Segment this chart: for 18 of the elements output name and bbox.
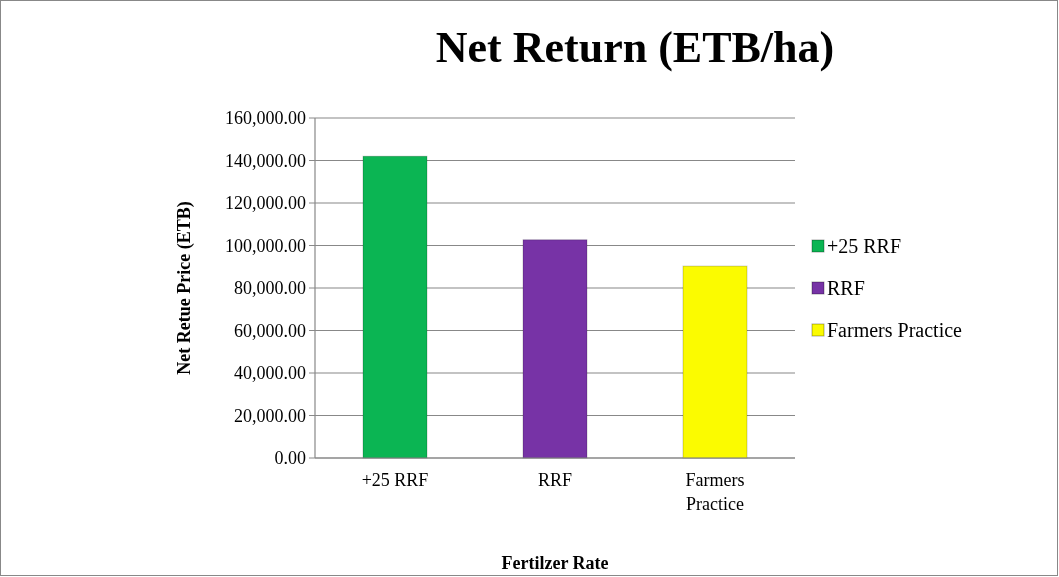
chart-title: Net Return (ETB/ha) [435, 23, 835, 72]
x-axis-title: Fertilzer Rate [501, 553, 609, 573]
legend-label: +25 RRF [827, 235, 902, 257]
legend-label: Farmers Practice [827, 319, 963, 341]
y-tick-label: 40,000.00 [234, 363, 306, 384]
y-tick-label: 20,000.00 [234, 405, 306, 426]
x-tick-label: Farmers Practice [685, 470, 745, 514]
y-tick-label: 140,000.00 [225, 150, 306, 171]
y-tick-label: 80,000.00 [234, 278, 306, 299]
x-tick-label: +25 RRF [361, 470, 429, 490]
y-tick-label: 120,000.00 [225, 193, 306, 214]
y-axis-title: Net Retue Price (ETB) [174, 201, 195, 375]
y-tick-label: 60,000.00 [234, 320, 306, 341]
y-tick-label: 160,000.00 [225, 108, 306, 129]
x-tick-label: RRF [537, 470, 573, 490]
y-tick-label: 100,000.00 [225, 235, 306, 256]
legend-label: RRF [827, 277, 865, 299]
y-tick-label: 0.00 [274, 448, 306, 469]
